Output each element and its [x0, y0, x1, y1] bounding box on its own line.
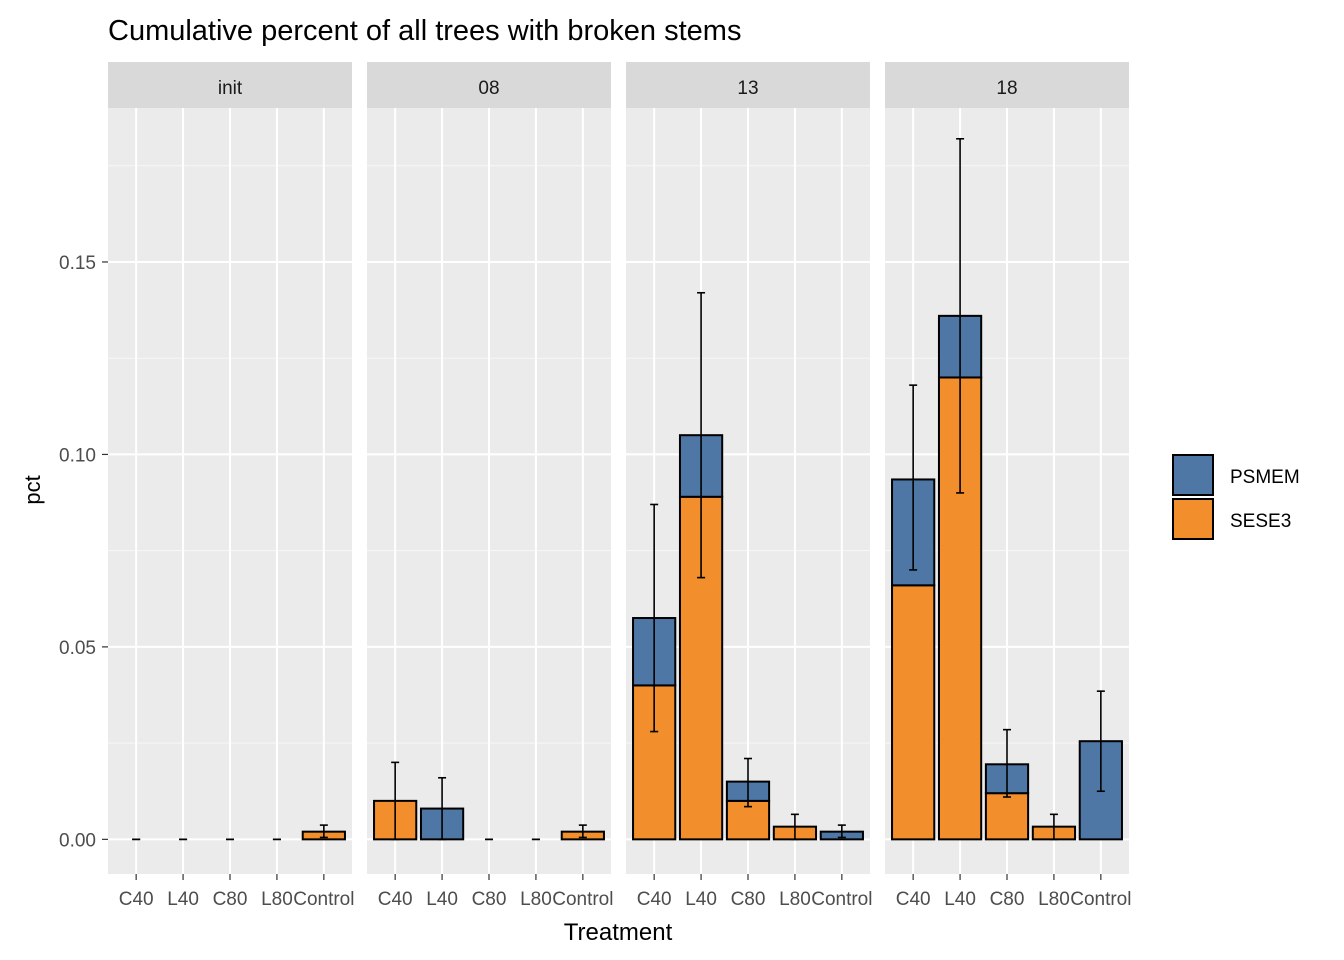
facet-panel-13: 13 C40 L40 C80 L80 Control — [626, 62, 872, 910]
x-tick-label: L80 — [779, 889, 811, 910]
facet-strip-label: init — [218, 78, 243, 99]
x-tick-label: L80 — [520, 889, 552, 910]
x-tick-label: Control — [811, 889, 872, 910]
facet-strip — [108, 62, 352, 108]
x-tick-label: L40 — [426, 889, 458, 910]
x-axis-title: Treatment — [564, 919, 673, 946]
legend: PSMEM SESE3 — [1172, 454, 1300, 540]
y-tick-label: 0.05 — [59, 638, 96, 659]
error-bar — [909, 384, 918, 571]
x-tick-label: L80 — [1038, 889, 1070, 910]
x-tick-label: L40 — [167, 889, 199, 910]
facet-panel-08: 08 C40 L40 C80 L80 Control — [367, 62, 613, 910]
legend-item-psmem: PSMEM — [1172, 454, 1300, 496]
facet-strip-label: 18 — [996, 78, 1017, 99]
error-bar — [1003, 728, 1011, 798]
legend-label: SESE3 — [1230, 511, 1291, 532]
error-bar — [790, 813, 799, 841]
y-tick-label: 0.15 — [59, 253, 96, 274]
chart-title: Cumulative percent of all trees with bro… — [108, 15, 741, 47]
x-tick-label: C40 — [896, 889, 931, 910]
error-bar — [956, 137, 965, 494]
error-bar — [744, 757, 752, 808]
x-tick-label: Control — [293, 889, 354, 910]
x-tick-label: L40 — [685, 889, 717, 910]
error-bar — [319, 824, 328, 839]
x-tick-label: C40 — [119, 889, 154, 910]
x-tick-label: C80 — [731, 889, 766, 910]
x-tick-label: C80 — [213, 889, 248, 910]
error-bar — [1049, 813, 1058, 841]
x-tick-label: L40 — [944, 889, 976, 910]
legend-swatch — [1172, 498, 1214, 540]
error-bar — [578, 824, 587, 839]
bar-sese3 — [984, 792, 1030, 841]
error-bar — [837, 824, 846, 839]
facet-strip-label: 08 — [478, 78, 499, 99]
error-bar — [697, 291, 706, 579]
x-tick-label: Control — [1070, 889, 1131, 910]
y-axis-title: pct — [20, 475, 45, 504]
facet-strip — [885, 62, 1129, 108]
legend-swatch — [1172, 454, 1214, 496]
y-axis: 0.00 0.05 0.10 0.15 — [59, 253, 108, 851]
facet-strip-label: 13 — [737, 78, 758, 99]
y-tick-label: 0.00 — [59, 830, 96, 851]
error-bar — [1096, 690, 1105, 793]
x-tick-label: L80 — [261, 889, 293, 910]
x-tick-label: C80 — [990, 889, 1025, 910]
bar-sese3 — [891, 584, 936, 841]
error-bar — [650, 503, 659, 733]
error-bar — [438, 776, 447, 841]
facet-panel-18: 18 C40 L40 C80 L80 Control — [885, 62, 1131, 910]
x-tick-label: C40 — [378, 889, 413, 910]
facet-panel-init: init C40 L40 C80 L80 Control — [108, 62, 354, 910]
legend-label: PSMEM — [1230, 467, 1300, 488]
error-bar — [391, 761, 400, 841]
x-tick-label: C80 — [472, 889, 507, 910]
x-tick-label: Control — [552, 889, 613, 910]
x-tick-label: C40 — [637, 889, 672, 910]
legend-item-sese3: SESE3 — [1172, 498, 1291, 540]
y-tick-label: 0.10 — [59, 445, 96, 466]
facet-strip — [626, 62, 870, 108]
facet-strip — [367, 62, 611, 108]
